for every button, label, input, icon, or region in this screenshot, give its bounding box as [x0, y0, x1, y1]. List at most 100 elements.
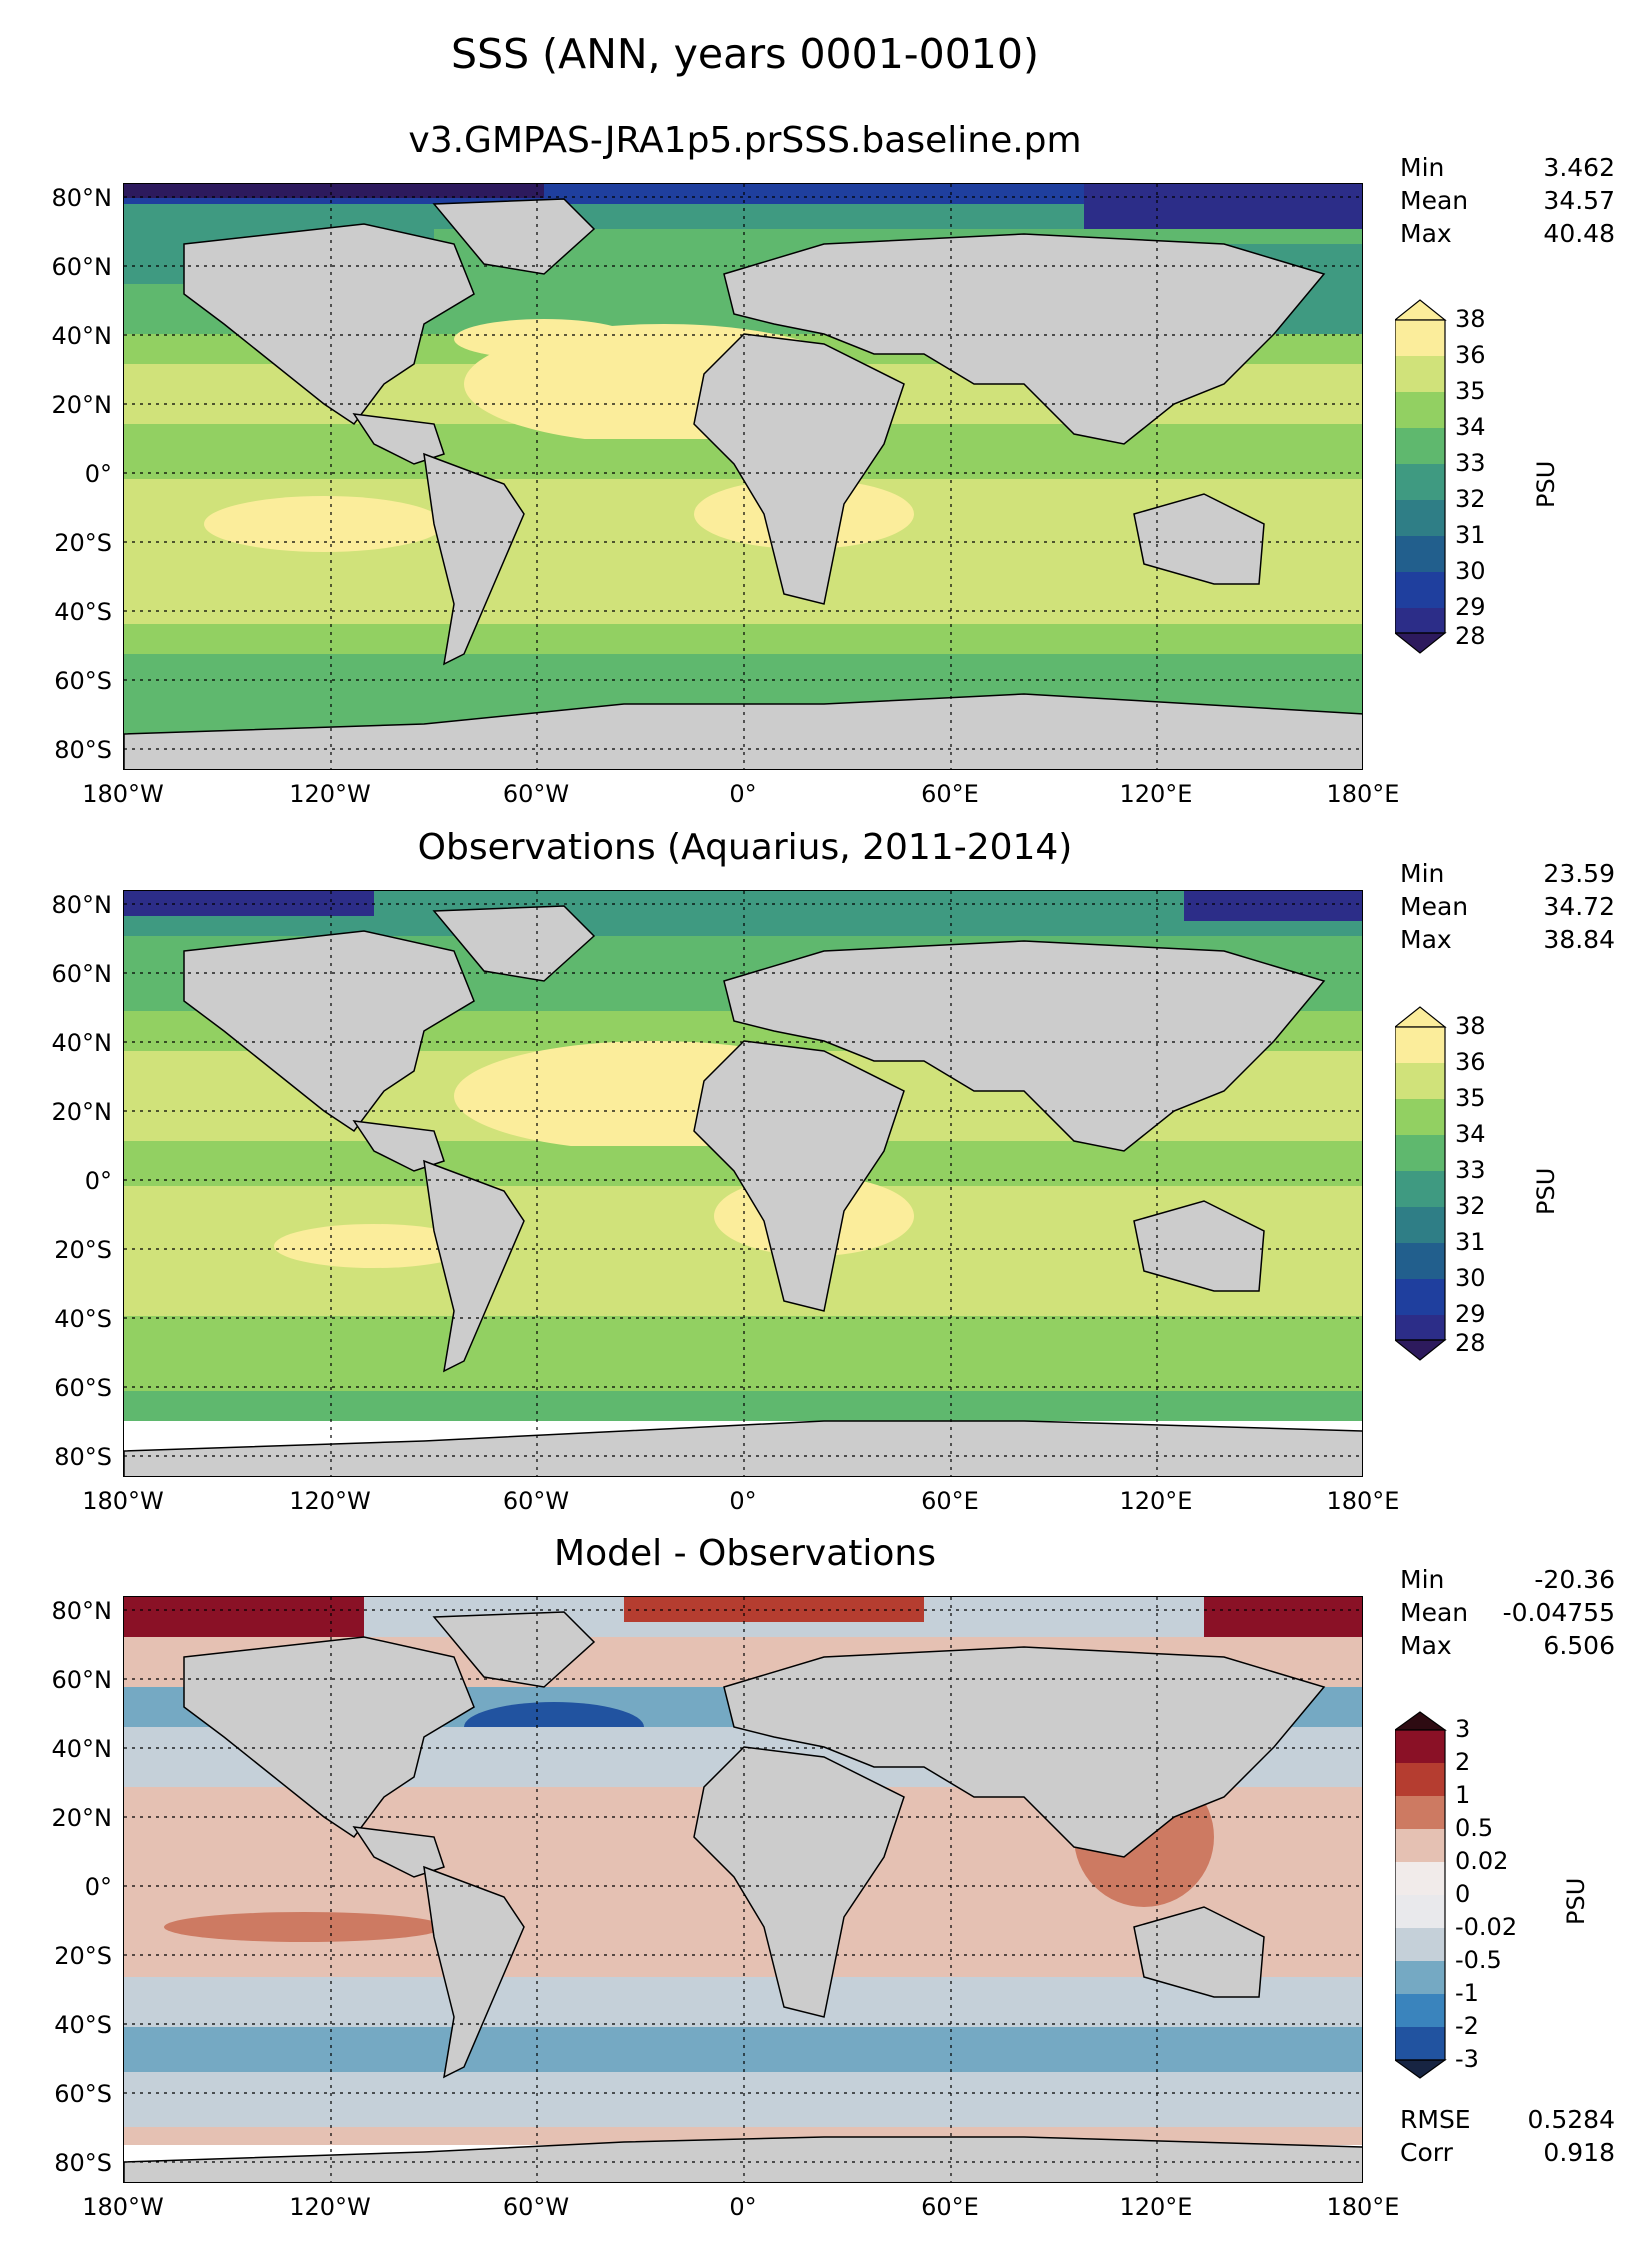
lat-tick: 40°S [54, 1305, 112, 1333]
lat-tick: 40°N [51, 322, 113, 350]
colorbar-tick: 33 [1455, 449, 1486, 477]
land [124, 1611, 1362, 2182]
colorbar-swatch [1395, 1763, 1445, 1796]
colorbar-tick: 38 [1455, 1012, 1486, 1040]
colorbar-tick: 31 [1455, 521, 1486, 549]
colorbar-tick: 32 [1455, 1192, 1486, 1220]
lon-tick: 180°W [82, 2193, 164, 2221]
stat-label: Mean [1400, 186, 1469, 215]
ocean-band [124, 184, 544, 198]
colorbar-tick: 33 [1455, 1156, 1486, 1184]
lat-tick: 80°N [51, 891, 113, 919]
colorbar-tick: 1 [1455, 1781, 1471, 1809]
gridlines [124, 184, 1362, 769]
lon-tick: 180°E [1326, 780, 1400, 808]
colorbar-tick: -0.02 [1455, 1913, 1518, 1941]
lon-tick: 120°W [289, 1487, 371, 1515]
colorbar-swatch [1395, 1928, 1445, 1961]
stat-label: Mean [1400, 892, 1469, 921]
lon-tick: 180°W [82, 1487, 164, 1515]
colorbar-swatch [1395, 1171, 1445, 1207]
lat-tick: 80°S [54, 1443, 112, 1471]
bias-band [124, 2027, 1362, 2072]
stat-label: Min [1400, 1565, 1445, 1594]
lat-tick: 20°N [51, 1804, 113, 1832]
colorbar-tick: -3 [1455, 2045, 1479, 2073]
stat-value: 34.57 [1543, 186, 1615, 215]
salty-bias [164, 1912, 444, 1942]
lat-tick: 80°N [51, 184, 113, 212]
bias-band [124, 2072, 1362, 2132]
stat-label: Mean [1400, 1598, 1469, 1627]
panel-3-colorbar [1395, 1711, 1447, 2079]
lon-tick: 60°E [921, 2193, 979, 2221]
stat-label: Max [1400, 219, 1452, 248]
colorbar-swatch [1395, 1243, 1445, 1279]
colorbar-tick: 35 [1455, 1084, 1486, 1112]
lat-tick: 0° [84, 1167, 112, 1195]
colorbar-outline [1395, 1026, 1446, 1341]
colorbar-swatch [1395, 1895, 1445, 1928]
colorbar-swatch [1395, 1829, 1445, 1862]
colorbar-swatch [1395, 572, 1445, 608]
panel-2-map [123, 890, 1363, 1477]
panel-2-title: Observations (Aquarius, 2011-2014) [417, 827, 1073, 868]
colorbar-tick: 30 [1455, 557, 1486, 585]
lon-tick: 0° [729, 2193, 757, 2221]
panel-3-map [123, 1596, 1363, 2183]
lon-tick: 120°E [1119, 1487, 1193, 1515]
lat-tick: 40°N [51, 1735, 113, 1763]
colorbar-swatch [1395, 1796, 1445, 1829]
stat-label: Max [1400, 925, 1452, 954]
colorbar-tick: 31 [1455, 1228, 1486, 1256]
lon-tick: 0° [729, 1487, 757, 1515]
colorbar-swatch [1395, 1315, 1445, 1340]
stat-value: 23.59 [1543, 859, 1615, 888]
lon-tick: 120°W [289, 2193, 371, 2221]
bias-band [1204, 1597, 1362, 1637]
colorbar-swatch [1395, 500, 1445, 536]
salty-patch [454, 319, 634, 359]
lat-tick: 80°S [54, 736, 112, 764]
colorbar-extend-top [1395, 1711, 1447, 1731]
stat-value: 3.462 [1543, 153, 1615, 182]
colorbar-tick: 29 [1455, 593, 1486, 621]
colorbar-swatch [1395, 2027, 1445, 2060]
colorbar-tick: 2 [1455, 1748, 1471, 1776]
lon-tick: 60°W [502, 780, 570, 808]
colorbar-unit: PSU [1532, 460, 1560, 508]
panel-1-colorbar [1395, 299, 1447, 654]
lat-tick: 20°N [51, 1098, 113, 1126]
colorbar-outline [1395, 319, 1446, 634]
colorbar-swatch [1395, 1099, 1445, 1135]
colorbar-tick: -2 [1455, 2012, 1479, 2040]
lon-tick: 120°W [289, 780, 371, 808]
colorbar-swatch [1395, 608, 1445, 633]
colorbar-swatch [1395, 1961, 1445, 1994]
colorbar-tick: 29 [1455, 1300, 1486, 1328]
colorbar-tick: 34 [1455, 413, 1486, 441]
lat-tick: 20°S [54, 1942, 112, 1970]
colorbar-tick: 30 [1455, 1264, 1486, 1292]
lon-tick: 180°W [82, 780, 164, 808]
colorbar-swatch [1395, 428, 1445, 464]
colorbar-tick: -1 [1455, 1979, 1479, 2007]
stat-value: -20.36 [1534, 1565, 1615, 1594]
colorbar-tick: 38 [1455, 305, 1486, 333]
ocean-band [1184, 891, 1362, 921]
colorbar-extend-bottom [1395, 1339, 1447, 1361]
ocean-band [1084, 184, 1362, 229]
colorbar-tick: 3 [1455, 1715, 1471, 1743]
gridlines [124, 891, 1362, 1476]
land [124, 905, 1362, 1476]
lat-tick: 60°N [51, 1666, 113, 1694]
lat-tick: 0° [84, 460, 112, 488]
colorbar-swatch [1395, 536, 1445, 572]
colorbar-extend-bottom [1395, 2059, 1447, 2079]
colorbar-swatch [1395, 1027, 1445, 1063]
stat-label: Max [1400, 1631, 1452, 1660]
colorbar-extend-top [1395, 1006, 1447, 1028]
colorbar-swatch [1395, 1135, 1445, 1171]
metric-value: 0.918 [1543, 2138, 1615, 2167]
colorbar-unit: PSU [1532, 1167, 1560, 1215]
